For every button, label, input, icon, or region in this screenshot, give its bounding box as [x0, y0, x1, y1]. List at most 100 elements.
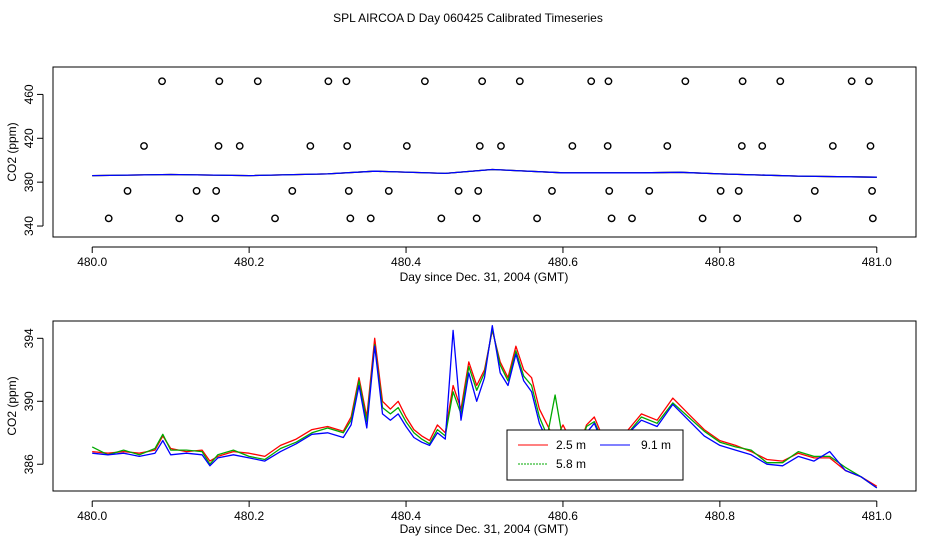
top-x-tick-label: 480.2	[234, 255, 264, 269]
calibration-point	[306, 142, 315, 150]
calibration-point	[104, 214, 113, 223]
chart-title: SPL AIRCOA D Day 060425 Calibrated Times…	[333, 11, 603, 25]
calibration-point	[402, 142, 411, 150]
top-y-axis: 340 380 420 460	[22, 84, 44, 236]
bottom-x-tick-label: 481.0	[862, 509, 892, 523]
calibration-point	[344, 187, 353, 195]
bottom-series-2-5-m	[92, 329, 878, 487]
calibration-point	[474, 187, 483, 195]
calibration-point	[681, 77, 690, 86]
legend-label-2-5m: 2.5 m	[556, 438, 586, 452]
top-x-tick-label: 480.6	[548, 255, 578, 269]
bottom-x-axis: 480.0 480.2 480.4 480.6 480.8 481.0	[77, 500, 892, 523]
top-x-tick-label: 481.0	[862, 255, 892, 269]
bottom-x-tick-label: 480.8	[705, 509, 735, 523]
bottom-y-tick-label: 394	[22, 328, 36, 348]
calibration-point	[140, 142, 148, 150]
bottom-series-9-1-m	[92, 325, 878, 489]
calibration-point	[605, 187, 614, 195]
bottom-series-5-8-m	[91, 328, 878, 489]
calibration-point	[288, 187, 297, 195]
calibration-point	[604, 77, 613, 86]
top-plot-frame	[52, 66, 917, 238]
top-y-axis-label: CO2 (ppm)	[5, 122, 19, 181]
calibration-point	[420, 77, 429, 86]
calibration-point	[253, 77, 262, 86]
calibration-point	[324, 77, 333, 86]
calibration-point	[235, 142, 244, 150]
calibration-point	[548, 187, 556, 195]
calibration-point	[568, 142, 577, 150]
calibration-point	[158, 77, 166, 86]
calibration-point	[734, 187, 743, 195]
calibration-point	[271, 214, 279, 223]
calibration-point	[663, 142, 672, 150]
top-y-tick-label: 460	[22, 84, 36, 104]
top-x-tick-label: 480.0	[77, 255, 107, 269]
bottom-x-tick-label: 480.0	[77, 509, 107, 523]
bottom-x-tick-label: 480.2	[234, 509, 264, 523]
legend-label-9-1m: 9.1 m	[641, 438, 671, 452]
bottom-plot-frame	[52, 320, 917, 492]
calibration-point	[212, 187, 221, 195]
top-y-tick-label: 340	[22, 216, 36, 236]
top-series-9-1-m	[92, 168, 877, 178]
calibration-point	[868, 214, 877, 223]
calibration-point	[478, 77, 487, 86]
calibration-point	[214, 142, 223, 150]
legend: 2.5 m 9.1 m 5.8 m	[506, 429, 684, 481]
calibration-point	[366, 214, 375, 223]
top-x-tick-label: 480.8	[705, 255, 735, 269]
bottom-x-axis-label: Day since Dec. 31, 2004 (GMT)	[400, 522, 569, 536]
calibration-point	[698, 214, 707, 223]
calibration-point	[346, 214, 355, 223]
calibration-points	[104, 77, 877, 223]
bottom-x-tick-label: 480.6	[548, 509, 578, 523]
calibration-point	[515, 77, 524, 86]
calibration-point	[384, 187, 393, 195]
calibration-point	[776, 77, 785, 86]
calibration-point	[737, 142, 746, 150]
top-y-tick-label: 420	[22, 128, 36, 148]
calibration-point	[603, 142, 612, 150]
calibration-point	[793, 214, 802, 223]
calibration-point	[587, 77, 596, 86]
bottom-x-tick-label: 480.4	[391, 509, 421, 523]
calibration-point	[175, 214, 184, 223]
calibration-point	[437, 214, 446, 223]
calibration-point	[533, 214, 541, 223]
top-panel: 480.0 480.2 480.4 480.6 480.8 481.0 340 380 420…	[5, 66, 917, 284]
calibration-point	[716, 187, 725, 195]
top-y-tick-label: 380	[22, 172, 36, 192]
bottom-y-tick-label: 390	[22, 391, 36, 411]
bottom-panel: 480.0 480.2 480.4 480.6 480.8 481.0 386 390 394…	[5, 320, 917, 536]
calibration-point	[828, 142, 837, 150]
legend-box	[506, 429, 684, 481]
calibration-point	[343, 142, 352, 150]
calibration-point	[645, 187, 654, 195]
calibration-point	[123, 187, 132, 195]
legend-label-5-8m: 5.8 m	[556, 457, 586, 471]
top-x-tick-label: 480.4	[391, 255, 421, 269]
calibration-point	[847, 77, 856, 86]
bottom-series-lines	[91, 325, 878, 489]
calibration-point	[215, 77, 224, 86]
calibration-point	[472, 214, 481, 223]
calibration-point	[342, 77, 351, 86]
calibration-point	[738, 77, 747, 86]
bottom-y-axis: 386 390 394	[22, 328, 44, 474]
calibration-point	[211, 214, 220, 223]
calibration-point	[733, 214, 742, 223]
calibration-point	[865, 77, 873, 86]
calibration-point	[497, 142, 505, 150]
calibration-point	[607, 214, 616, 223]
calibration-point	[810, 187, 819, 195]
top-x-axis: 480.0 480.2 480.4 480.6 480.8 481.0	[77, 246, 892, 269]
calibration-point	[868, 187, 876, 195]
top-series-lines	[92, 168, 877, 178]
calibration-point	[475, 142, 484, 150]
calibration-point	[758, 142, 767, 150]
bottom-y-axis-label: CO2 (ppm)	[5, 376, 19, 435]
bottom-y-tick-label: 386	[22, 454, 36, 474]
